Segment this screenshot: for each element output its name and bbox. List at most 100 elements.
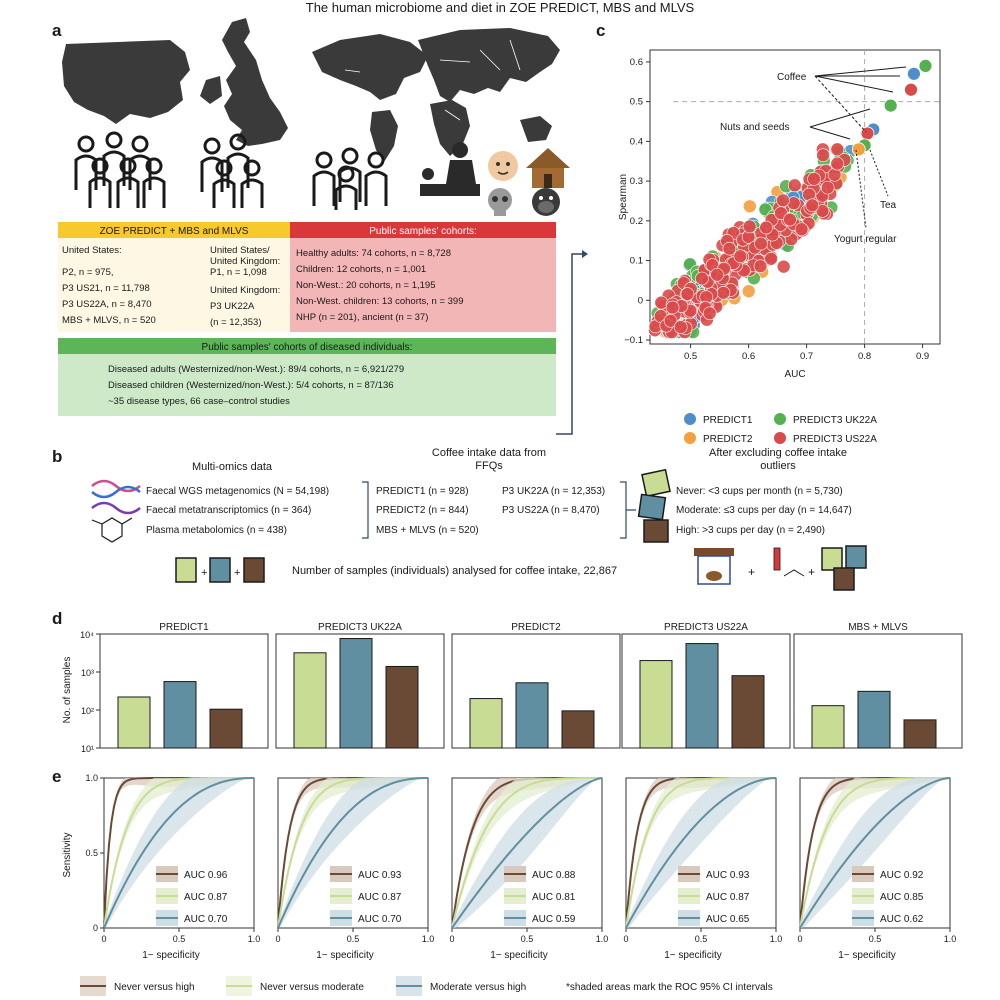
diseased-item: Diseased children (Westernized/non-West.… <box>108 380 394 391</box>
skull-icon <box>488 188 512 216</box>
scatter-point-predict3-us22a <box>830 142 845 157</box>
bar-ytick-label: 10¹ <box>81 744 94 754</box>
roc-panel: AUC 0.92 AUC 0.85 AUC 0.62 0 0.5 1.0 1− specif… <box>797 777 957 961</box>
people-icons-us <box>74 131 166 208</box>
legend-marker-predict1 <box>684 413 696 425</box>
zoe-item-right: United States/ <box>210 245 270 256</box>
scatter-point-predict3-us22a <box>702 306 717 321</box>
zoe-item: P2, n = 975, <box>62 267 114 278</box>
scatter-point-predict3-us22a <box>663 313 678 328</box>
roc-panel: AUC 0.93 AUC 0.87 AUC 0.65 0 0.5 1.0 1− specif… <box>623 777 782 961</box>
scatter-point-predict3-us22a <box>742 219 757 234</box>
coffee-cups-group-icon <box>821 545 867 591</box>
total-samples: Number of samples (individuals) analysed… <box>292 565 617 577</box>
public-header-bg <box>290 222 556 238</box>
scatter-ytick-label: 0.1 <box>630 256 643 267</box>
scatter-ytick-label: 0.2 <box>630 216 643 227</box>
coffee-cups-stack-icon <box>637 468 671 543</box>
roc-auc-label: AUC 0.62 <box>880 914 924 925</box>
roc-curve-moderate-high <box>625 777 777 929</box>
roc-auc-label: AUC 0.81 <box>532 892 576 903</box>
scatter-point-predict3-us22a <box>754 236 768 251</box>
legend-marker-predict3-uk22a <box>774 413 786 425</box>
roc-auc-label: AUC 0.87 <box>358 892 402 903</box>
public-item: Non-West.: 20 cohorts, n = 1,195 <box>296 280 436 291</box>
rna-icon <box>91 501 141 515</box>
roc-ci-band-never-moderate <box>452 778 602 928</box>
roc-auc-label: AUC 0.92 <box>880 870 924 881</box>
metabolite-icon <box>91 517 133 543</box>
roc-panel: AUC 0.96 AUC 0.87 AUC 0.70 0 0.5 1.0 1− specif… <box>101 777 261 961</box>
scatter-xtick-label: 0.8 <box>858 351 871 362</box>
annotation-yogurt: Yogurt regular <box>834 234 897 245</box>
scatter-ytick-label: 0.4 <box>630 136 643 147</box>
roc-ci-band-never-moderate <box>800 778 950 928</box>
diseased-item: ~35 disease types, 66 case–control studi… <box>108 396 290 407</box>
bar-panel: PREDICT3 US22A <box>621 622 791 749</box>
scatter-point-predict3-us22a <box>673 320 688 334</box>
roc-xtick-label: 0 <box>449 934 454 944</box>
scatter-ytick-label: 0.6 <box>630 57 643 68</box>
omics-item: Faecal metatranscriptomics (n = 364) <box>146 505 311 516</box>
zoe-item: P3 US21, n = 11,798 <box>62 283 150 294</box>
plus-sign: + <box>201 567 207 579</box>
roc-xlabel: 1− specificity <box>664 950 722 961</box>
scatter-point-predict2 <box>741 284 756 299</box>
roc-auc-label: AUC 0.93 <box>358 870 402 881</box>
panel-letter-a: a <box>52 21 62 40</box>
legend-moderate-high: Moderate versus high <box>430 982 526 993</box>
bar-panel: MBS + MLVS <box>793 622 963 749</box>
bar-panel-title: PREDICT1 <box>159 622 209 633</box>
zoe-item-right: United Kingdom: <box>210 256 280 267</box>
connector-arrow <box>556 253 582 435</box>
scatter-point-predict3-us22a <box>716 285 731 300</box>
roc-xtick-label: 0.5 <box>521 934 534 944</box>
roc-legend: Never versus high Never versus moderate … <box>80 976 773 996</box>
scatter-grid <box>673 50 940 344</box>
diseased-item: Diseased adults (Westernized/non-West.):… <box>108 364 404 375</box>
roc-xtick-label: 1.0 <box>422 934 435 944</box>
excl-item: High: >3 cups per day (n = 2,490) <box>676 525 825 536</box>
diseased-header-bg <box>58 338 556 354</box>
excl-item: Never: <3 cups per month (n = 5,730) <box>676 486 843 497</box>
roc-xtick-label: 1.0 <box>944 934 957 944</box>
bar-never <box>469 698 503 749</box>
plus-sign: + <box>748 565 755 579</box>
scatter-point-predict3-us22a <box>695 271 709 286</box>
roc-ci-band-moderate-high <box>104 778 254 928</box>
scatter-point-predict3-us22a <box>764 251 778 266</box>
bracket-omics <box>362 481 369 539</box>
bar-charts: PREDICT1 PREDICT3 UK22A PREDICT2 PREDICT3 U… <box>80 622 963 754</box>
panel-a: ZOE PREDICT + MBS and MLVS United States… <box>58 18 588 435</box>
zoe-body-bg <box>58 238 290 332</box>
excl-title-1: After excluding coffee intake <box>709 447 847 459</box>
legend-predict2: PREDICT2 <box>703 434 753 445</box>
roc-auc-label: AUC 0.70 <box>358 914 402 925</box>
bar-never <box>117 696 151 749</box>
connector-arrowhead <box>582 250 588 258</box>
legend-predict3-uk22a: PREDICT3 UK22A <box>793 415 877 426</box>
zoe-item: MBS + MLVS, n = 520 <box>62 315 156 326</box>
bar-never <box>293 652 327 749</box>
roc-charts: AUC 0.96 AUC 0.87 AUC 0.70 0 0.5 1.0 1− specif… <box>85 773 956 961</box>
roc-xtick-label: 1.0 <box>248 934 261 944</box>
legend-never-moderate: Never versus moderate <box>260 982 364 993</box>
roc-auc-label: AUC 0.88 <box>532 870 576 881</box>
coffee-item: P3 US22A (n = 8,470) <box>502 505 600 516</box>
coffee-item: P3 UK22A (n = 12,353) <box>502 486 605 497</box>
scatter-highlight-points <box>851 58 933 157</box>
bar-panel: PREDICT1 <box>99 622 269 749</box>
roc-ytick-label: 0.5 <box>85 848 98 858</box>
bar-moderate <box>163 681 197 749</box>
diseased-body-bg <box>58 354 556 416</box>
scatter-point-predict3-us22a <box>710 267 724 282</box>
coffee-cups-row-icon <box>175 557 265 583</box>
people-icons-uk <box>200 133 264 208</box>
scatter-highlight-point <box>883 98 898 113</box>
roc-auc-label: AUC 0.59 <box>532 914 576 925</box>
scatter-point-predict3-us22a <box>787 178 802 193</box>
plus-sign: + <box>808 565 815 579</box>
roc-ci-band-moderate-high <box>800 778 950 928</box>
excl-item: Moderate: ≤3 cups per day (n = 14,647) <box>676 505 852 516</box>
public-header: Public samples' cohorts: <box>369 226 477 237</box>
